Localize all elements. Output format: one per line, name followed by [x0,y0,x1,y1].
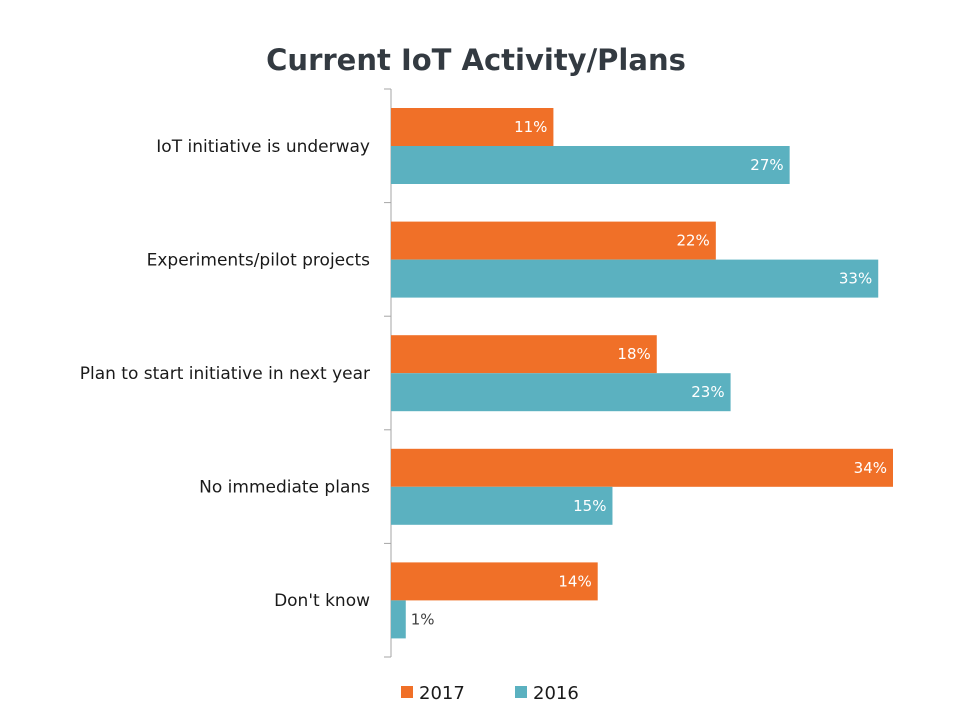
data-labels: 11% 27% 22% 33% 18% 23% 34% 15% 14% 1% [411,118,887,628]
legend-label-2017: 2017 [419,683,465,704]
data-label-2016-3: 15% [573,497,606,515]
chart-title: Current IoT Activity/Plans [266,43,686,77]
data-label-2016-2: 23% [691,383,724,401]
y-axis [384,88,392,658]
bar-2016-4 [391,600,406,639]
legend-swatch-2017 [401,686,413,698]
category-labels: IoT initiative is underway Experiments/pi… [80,137,370,611]
bar-2017-4 [391,562,598,601]
category-label: IoT initiative is underway [156,137,370,157]
category-label: No immediate plans [199,478,370,498]
bar-2017-3 [391,448,893,487]
bar-2016-1 [391,259,879,298]
data-label-2017-2: 18% [617,345,650,363]
data-label-2017-0: 11% [514,118,547,136]
legend-label-2016: 2016 [533,683,579,704]
data-label-2016-4: 1% [411,610,435,628]
data-label-2016-0: 27% [750,156,783,174]
data-label-2017-4: 14% [558,572,591,590]
bars [391,108,893,639]
category-label: Experiments/pilot projects [147,250,371,270]
data-label-2017-3: 34% [854,459,887,477]
data-label-2017-1: 22% [676,232,709,250]
category-label: Plan to start initiative in next year [80,364,370,384]
legend: 2017 2016 [401,683,579,704]
bar-2017-2 [391,335,657,374]
data-label-2016-1: 33% [839,270,872,288]
bar-2017-1 [391,221,716,260]
bar-2016-0 [391,146,790,184]
legend-swatch-2016 [515,686,527,698]
bar-2016-2 [391,373,731,412]
category-label: Don't know [274,591,370,611]
bar-2017-0 [391,108,554,146]
bar-2016-3 [391,486,613,525]
